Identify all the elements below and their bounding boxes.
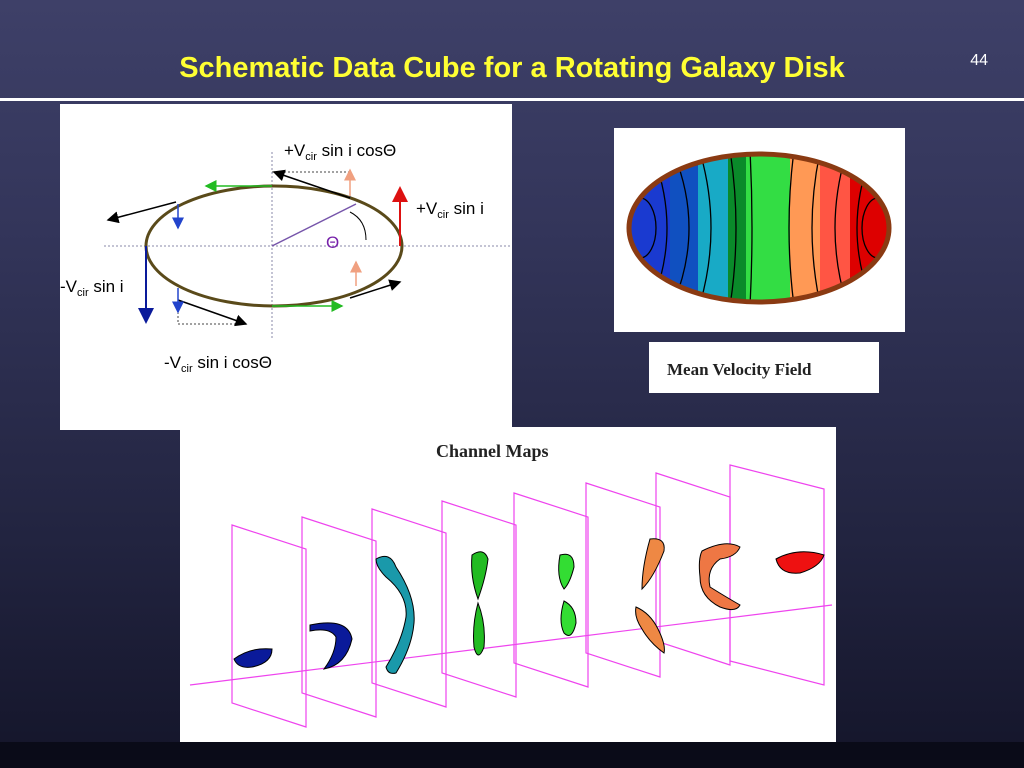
channel-plane-7: [655, 472, 731, 666]
channel-maps-panel: Channel Maps: [180, 427, 836, 750]
channel-maps-diagram: [189, 464, 833, 728]
channel-blob-4b: [473, 601, 485, 656]
channel-blob-5a: [558, 553, 575, 590]
title-divider: [0, 98, 1024, 101]
channel-plane-1: [231, 524, 307, 728]
vf-band-cyan: [698, 154, 732, 302]
disk-diagram: Θ +Vcir sin i cosΘ +Vcir sin i -Vcir sin…: [60, 141, 512, 375]
channel-plane-6: [585, 482, 661, 678]
vf-band-darkblue: [670, 154, 702, 302]
channel-blob-5b: [560, 600, 577, 636]
channel-plane-5: [513, 492, 589, 688]
velocity-arrow-left: [106, 201, 177, 224]
velocity-caption: Mean Velocity Field: [667, 360, 812, 379]
velocity-caption-box: Mean Velocity Field: [649, 342, 879, 393]
vf-band-orange: [790, 154, 824, 302]
channel-plane-3: [371, 508, 447, 708]
channel-plane-8: [729, 464, 825, 686]
label-bottom: -Vcir sin i cosΘ: [164, 353, 272, 375]
channel-blob-7: [698, 543, 741, 611]
bottom-band: [0, 742, 1024, 768]
channel-blob-1: [233, 648, 273, 668]
vf-band-darkgreen: [728, 154, 750, 302]
velocity-arrow-right: [349, 279, 402, 299]
vf-band-lightred: [820, 154, 854, 302]
velocity-field-map: [626, 151, 892, 305]
vf-band-green: [746, 154, 794, 302]
slide-number: 44: [970, 52, 988, 69]
channel-plane-2: [301, 516, 377, 718]
channel-blob-3: [375, 555, 415, 674]
radius-line: [271, 203, 357, 247]
velocity-axis-line: [189, 604, 833, 686]
slide-title: Schematic Data Cube for a Rotating Galax…: [179, 52, 845, 84]
channel-blob-6b: [635, 606, 665, 654]
channel-plane-4: [441, 500, 517, 698]
label-top: +Vcir sin i cosΘ: [284, 141, 396, 163]
velocity-field-panel: [614, 128, 905, 332]
angle-arc: [349, 211, 367, 241]
channel-blob-2: [309, 622, 353, 670]
velocity-arrow-bottom: [177, 299, 248, 327]
disk-diagram-panel: Θ +Vcir sin i cosΘ +Vcir sin i -Vcir sin…: [60, 104, 512, 430]
label-right: +Vcir sin i: [416, 199, 484, 221]
velocity-arrow-top: [272, 169, 351, 199]
channel-blob-6a: [641, 538, 665, 591]
theta-label: Θ: [326, 233, 339, 252]
label-left: -Vcir sin i: [60, 277, 124, 299]
vf-ellipse-border: [626, 151, 892, 305]
channel-maps-title: Channel Maps: [436, 441, 549, 461]
channel-blob-4a: [471, 551, 489, 601]
channel-blob-8: [775, 551, 825, 574]
